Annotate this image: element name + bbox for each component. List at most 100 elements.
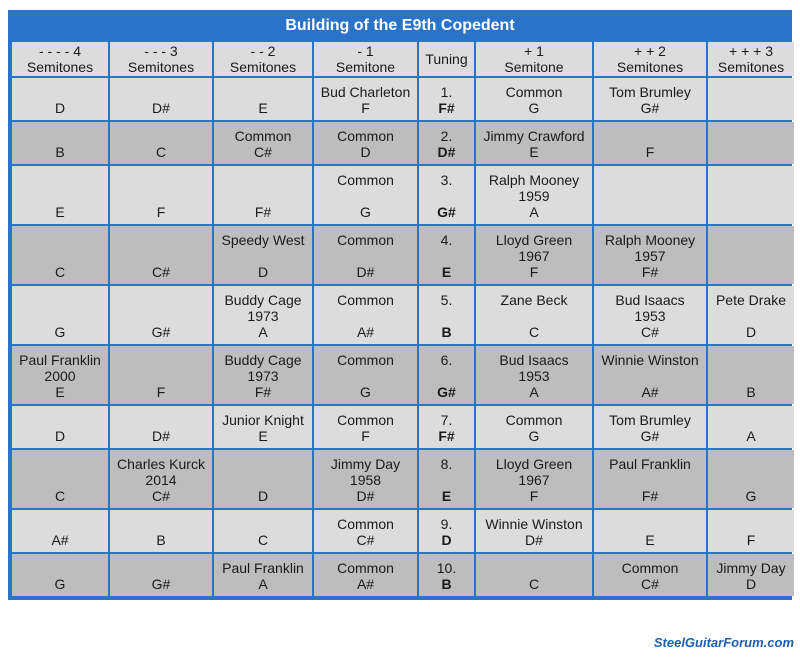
note-cell: Ralph Mooney 1959 A — [476, 166, 592, 224]
player-credit: Bud Isaacs 1953 — [499, 352, 569, 384]
player-credit: Common — [337, 516, 394, 532]
tuning-cell: 8. E — [419, 450, 474, 508]
note-name: F — [529, 264, 539, 280]
note-cell: Paul Franklin A — [214, 554, 312, 596]
note-cell: A# — [12, 510, 108, 552]
note-cell: Speedy West D — [214, 226, 312, 284]
note-cell: D — [12, 78, 108, 120]
note-cell — [708, 166, 794, 224]
player-credit: Paul Franklin — [609, 456, 691, 472]
note-name: G# — [437, 384, 456, 400]
note-name: F — [156, 384, 166, 400]
player-credit: Pete Drake — [715, 292, 787, 308]
string-number: 8. — [440, 456, 453, 472]
note-name: A# — [356, 576, 375, 592]
note-cell: G — [708, 450, 794, 508]
string-number: 3. — [440, 172, 453, 188]
player-credit: Buddy Cage 1973 — [224, 292, 302, 324]
table-title: Building of the E9th Copedent — [285, 17, 515, 34]
player-credit: Junior Knight — [222, 412, 304, 428]
note-name: G# — [151, 324, 171, 340]
note-name: C — [155, 144, 167, 160]
note-cell: Lloyd Green 1967 F — [476, 226, 592, 284]
note-cell: Junior Knight E — [214, 406, 312, 448]
note-cell: A — [708, 406, 794, 448]
note-name: G — [360, 204, 371, 220]
note-name: D — [360, 144, 371, 160]
note-cell: D — [12, 406, 108, 448]
note-name: B — [441, 324, 452, 340]
note-name: C — [528, 324, 540, 340]
note-name: F — [361, 100, 370, 116]
note-name: E — [441, 264, 452, 280]
note-cell: G — [12, 286, 108, 344]
note-name: E — [258, 100, 268, 116]
player-credit: Bud Charleton — [320, 84, 411, 100]
note-cell: G — [12, 554, 108, 596]
note-cell: Common D — [314, 122, 417, 164]
note-cell: Winnie Winston D# — [476, 510, 592, 552]
note-name: D# — [356, 488, 375, 504]
column-header-plus2: + + 2 Semitones — [594, 42, 706, 76]
tuning-cell: 5. B — [419, 286, 474, 344]
string-number: 2. — [440, 128, 453, 144]
note-name: G — [528, 100, 540, 116]
note-cell: Common A# — [314, 554, 417, 596]
note-name: G — [54, 324, 66, 340]
player-credit: Zane Beck — [500, 292, 568, 308]
note-cell: Common G — [314, 166, 417, 224]
table-row: D D# Junior Knight E Common F 7. F# Common G Tom B… — [12, 406, 794, 448]
tuning-cell: 3. G# — [419, 166, 474, 224]
tuning-cell: 2. D# — [419, 122, 474, 164]
note-cell: F — [594, 122, 706, 164]
table-row: G G# Buddy Cage 1973 A Common A# 5. B Zane Beck C… — [12, 286, 794, 344]
player-credit: Common — [505, 412, 563, 428]
note-name: F# — [438, 428, 455, 444]
note-name: C — [257, 532, 269, 548]
note-name: D# — [437, 144, 456, 160]
note-name: F# — [641, 488, 659, 504]
note-cell: Jimmy Day 1958 D# — [314, 450, 417, 508]
note-name: C# — [152, 264, 170, 280]
note-name: D# — [356, 264, 375, 280]
note-cell: C# — [110, 226, 212, 284]
player-credit: Bud Isaacs 1953 — [615, 292, 685, 324]
note-name: C — [54, 264, 66, 280]
note-name: G# — [640, 100, 660, 116]
note-name: D# — [152, 100, 170, 116]
player-credit: Speedy West — [221, 232, 305, 248]
note-cell: C — [12, 450, 108, 508]
note-name: C — [528, 576, 540, 592]
string-number: 1. — [440, 84, 453, 100]
note-cell: F — [110, 166, 212, 224]
player-credit: Ralph Mooney 1959 — [488, 172, 580, 204]
note-cell: Paul Franklin 2000 E — [12, 346, 108, 404]
note-name: D — [441, 532, 452, 548]
note-cell — [708, 226, 794, 284]
note-name: D — [257, 488, 269, 504]
note-name: A — [258, 576, 268, 592]
note-name: G — [54, 576, 66, 592]
tuning-cell: 9. D — [419, 510, 474, 552]
player-credit: Ralph Mooney 1957 — [604, 232, 696, 264]
tuning-cell: 10. B — [419, 554, 474, 596]
note-name: F — [361, 428, 370, 444]
note-cell: B — [708, 346, 794, 404]
note-cell: Common G — [314, 346, 417, 404]
tuning-cell: 4. E — [419, 226, 474, 284]
note-cell: Common F — [314, 406, 417, 448]
player-credit: Paul Franklin — [222, 560, 304, 576]
column-header-tuning: Tuning — [419, 42, 474, 76]
note-cell: Charles Kurck 2014 C# — [110, 450, 212, 508]
header-row: - - - - 4 Semitones - - - 3 Semitones - - … — [12, 42, 794, 76]
note-cell: Lloyd Green 1967 F — [476, 450, 592, 508]
note-cell: B — [110, 510, 212, 552]
table-row: C C# Speedy West D Common D# 4. E Lloyd Green 19… — [12, 226, 794, 284]
note-cell: Paul Franklin F# — [594, 450, 706, 508]
note-name: G — [528, 428, 540, 444]
table-row: D D# E Bud Charleton F 1. F# Common G Tom Brumley… — [12, 78, 794, 120]
note-cell: Jimmy Crawford E — [476, 122, 592, 164]
note-cell: E — [594, 510, 706, 552]
note-name: A — [529, 204, 539, 220]
note-name: F# — [254, 204, 272, 220]
